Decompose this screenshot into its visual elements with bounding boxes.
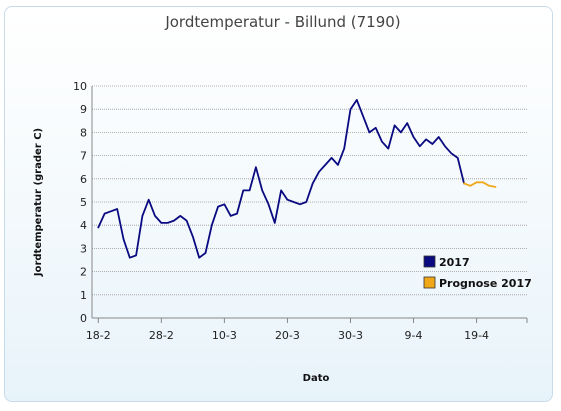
legend-swatch	[423, 276, 436, 289]
y-tick-label: 0	[80, 312, 87, 325]
y-tick-label: 8	[80, 126, 87, 139]
legend: 2017 Prognose 2017	[423, 255, 532, 290]
y-tick-label: 3	[80, 242, 87, 255]
y-tick-label: 10	[73, 80, 87, 93]
legend-swatch	[423, 255, 436, 268]
x-axis-title: Dato	[303, 373, 330, 384]
y-tick-label: 6	[80, 173, 87, 186]
x-tick-label: 20-3	[275, 329, 300, 342]
y-tick-label: 4	[80, 219, 87, 232]
legend-label: 2017	[439, 256, 470, 269]
y-axis-title: Jordtemperatur (grader C)	[33, 128, 44, 277]
x-tick-label: 19-4	[464, 329, 489, 342]
y-tick-label: 1	[80, 289, 87, 302]
y-tick-label: 7	[80, 150, 87, 163]
x-tick-label: 30-3	[338, 329, 363, 342]
y-tick-label: 2	[80, 266, 87, 279]
y-tick-label: 9	[80, 103, 87, 116]
x-tick-label: 9-4	[405, 329, 423, 342]
series-line-observed	[97, 99, 465, 259]
axes	[91, 86, 528, 323]
x-tick-label: 28-2	[149, 329, 174, 342]
x-tick-label: 10-3	[212, 329, 237, 342]
x-tick-labels: 18-2 28-2 10-3 20-3 30-3 9-4 19-4	[86, 329, 489, 342]
series-line-forecast	[463, 181, 497, 188]
legend-label: Prognose 2017	[439, 277, 532, 290]
y-tick-labels: 0 1 2 3 4 5 6 7 8 9 10	[73, 80, 87, 325]
chart-title: Jordtemperatur - Billund (7190)	[164, 13, 400, 31]
y-tick-label: 5	[80, 196, 87, 209]
x-tick-label: 18-2	[86, 329, 111, 342]
series-lines	[97, 99, 497, 259]
